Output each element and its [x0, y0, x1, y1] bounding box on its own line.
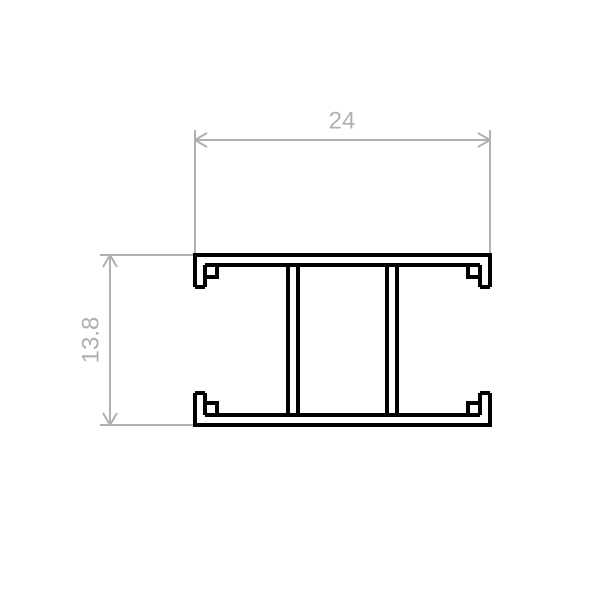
profile-section [192, 255, 493, 425]
dimension-width: 24 [195, 107, 490, 255]
dim-height-label: 13.8 [77, 317, 104, 364]
profile-diagram: 24 13.8 [0, 0, 600, 600]
diagram-container: 24 13.8 [0, 0, 600, 600]
dimension-height: 13.8 [77, 255, 195, 425]
left-opening-mask [192, 286, 198, 394]
outer-shell [195, 255, 490, 425]
dim-width-label: 24 [329, 107, 356, 134]
right-opening-mask [487, 286, 493, 394]
